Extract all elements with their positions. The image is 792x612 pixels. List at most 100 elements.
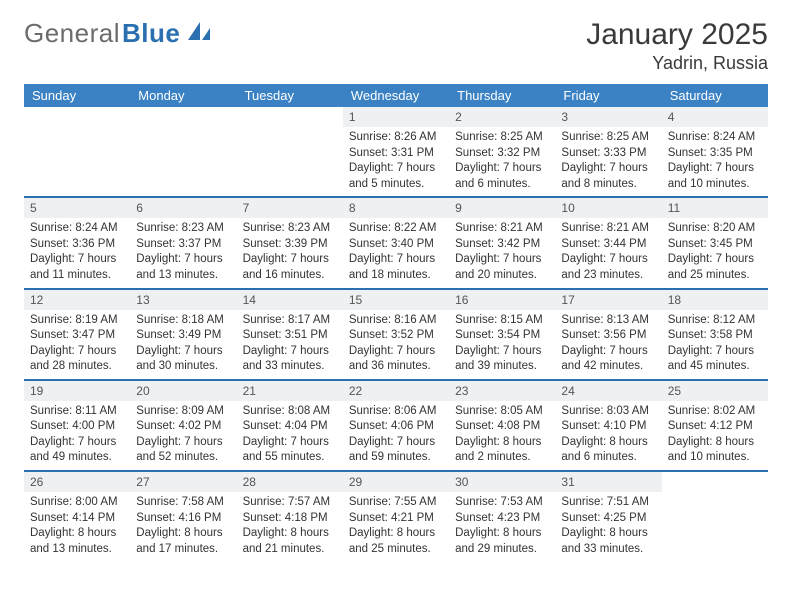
sunrise-line: Sunrise: 8:24 AM xyxy=(668,130,762,146)
daylight-line: Daylight: 7 hours and 25 minutes. xyxy=(668,252,762,283)
weekday-header: Sunday xyxy=(24,84,130,107)
day-number: 24 xyxy=(555,381,661,401)
day-body: Sunrise: 8:08 AMSunset: 4:04 PMDaylight:… xyxy=(243,404,337,466)
day-number: 8 xyxy=(343,198,449,218)
calendar-day-cell: 25 Sunrise: 8:02 AMSunset: 4:12 PMDayligh… xyxy=(662,380,768,471)
sunset-line: Sunset: 3:40 PM xyxy=(349,237,443,253)
calendar-day-cell: 29 Sunrise: 7:55 AMSunset: 4:21 PMDayligh… xyxy=(343,471,449,561)
day-number: 27 xyxy=(130,472,236,492)
day-number: 9 xyxy=(449,198,555,218)
daylight-line: Daylight: 7 hours and 30 minutes. xyxy=(136,344,230,375)
daylight-line: Daylight: 7 hours and 49 minutes. xyxy=(30,435,124,466)
brand-text-second: Blue xyxy=(122,18,180,49)
weekday-header: Wednesday xyxy=(343,84,449,107)
day-number: 26 xyxy=(24,472,130,492)
daylight-line: Daylight: 8 hours and 10 minutes. xyxy=(668,435,762,466)
day-body: Sunrise: 8:18 AMSunset: 3:49 PMDaylight:… xyxy=(136,313,230,375)
sunrise-line: Sunrise: 8:19 AM xyxy=(30,313,124,329)
day-body: Sunrise: 8:19 AMSunset: 3:47 PMDaylight:… xyxy=(30,313,124,375)
day-number: 11 xyxy=(662,198,768,218)
sunset-line: Sunset: 3:36 PM xyxy=(30,237,124,253)
sunset-line: Sunset: 3:49 PM xyxy=(136,328,230,344)
sunset-line: Sunset: 4:02 PM xyxy=(136,419,230,435)
day-body: Sunrise: 7:53 AMSunset: 4:23 PMDaylight:… xyxy=(455,495,549,557)
sunset-line: Sunset: 3:58 PM xyxy=(668,328,762,344)
sunrise-line: Sunrise: 8:20 AM xyxy=(668,221,762,237)
daylight-line: Daylight: 8 hours and 21 minutes. xyxy=(243,526,337,557)
calendar-day-cell xyxy=(130,107,236,197)
day-number: 4 xyxy=(662,107,768,127)
calendar-day-cell xyxy=(24,107,130,197)
calendar-week-row: 5Sunrise: 8:24 AMSunset: 3:36 PMDaylight… xyxy=(24,197,768,288)
calendar-page: General Blue January 2025 Yadrin, Russia… xyxy=(0,0,792,612)
sunrise-line: Sunrise: 8:21 AM xyxy=(561,221,655,237)
day-body: Sunrise: 8:24 AMSunset: 3:35 PMDaylight:… xyxy=(668,130,762,192)
calendar-week-row: 26 Sunrise: 8:00 AMSunset: 4:14 PMDayligh… xyxy=(24,471,768,561)
sunrise-line: Sunrise: 7:51 AM xyxy=(561,495,655,511)
calendar-day-cell: 28 Sunrise: 7:57 AMSunset: 4:18 PMDayligh… xyxy=(237,471,343,561)
day-number: 23 xyxy=(449,381,555,401)
daylight-line: Daylight: 7 hours and 13 minutes. xyxy=(136,252,230,283)
day-body: Sunrise: 8:20 AMSunset: 3:45 PMDaylight:… xyxy=(668,221,762,283)
day-number: 16 xyxy=(449,290,555,310)
calendar-day-cell: 7Sunrise: 8:23 AMSunset: 3:39 PMDaylight… xyxy=(237,197,343,288)
calendar-day-cell: 17Sunrise: 8:13 AMSunset: 3:56 PMDayligh… xyxy=(555,289,661,380)
sunset-line: Sunset: 3:39 PM xyxy=(243,237,337,253)
sunrise-line: Sunrise: 8:23 AM xyxy=(136,221,230,237)
sunrise-line: Sunrise: 8:06 AM xyxy=(349,404,443,420)
day-body: Sunrise: 8:02 AMSunset: 4:12 PMDaylight:… xyxy=(668,404,762,466)
calendar-day-cell: 6Sunrise: 8:23 AMSunset: 3:37 PMDaylight… xyxy=(130,197,236,288)
sunrise-line: Sunrise: 8:09 AM xyxy=(136,404,230,420)
day-number: 30 xyxy=(449,472,555,492)
day-body: Sunrise: 8:21 AMSunset: 3:42 PMDaylight:… xyxy=(455,221,549,283)
sunset-line: Sunset: 4:18 PM xyxy=(243,511,337,527)
daylight-line: Daylight: 7 hours and 20 minutes. xyxy=(455,252,549,283)
sunset-line: Sunset: 3:42 PM xyxy=(455,237,549,253)
calendar-day-cell: 20 Sunrise: 8:09 AMSunset: 4:02 PMDayligh… xyxy=(130,380,236,471)
calendar-day-cell: 9 Sunrise: 8:21 AMSunset: 3:42 PMDaylight… xyxy=(449,197,555,288)
daylight-line: Daylight: 7 hours and 28 minutes. xyxy=(30,344,124,375)
calendar-day-cell: 4 Sunrise: 8:24 AMSunset: 3:35 PMDaylight… xyxy=(662,107,768,197)
calendar-day-cell: 5Sunrise: 8:24 AMSunset: 3:36 PMDaylight… xyxy=(24,197,130,288)
daylight-line: Daylight: 7 hours and 39 minutes. xyxy=(455,344,549,375)
day-number: 18 xyxy=(662,290,768,310)
day-body: Sunrise: 8:00 AMSunset: 4:14 PMDaylight:… xyxy=(30,495,124,557)
sunset-line: Sunset: 4:08 PM xyxy=(455,419,549,435)
daylight-line: Daylight: 8 hours and 25 minutes. xyxy=(349,526,443,557)
calendar-day-cell: 24Sunrise: 8:03 AMSunset: 4:10 PMDayligh… xyxy=(555,380,661,471)
calendar-day-cell: 26 Sunrise: 8:00 AMSunset: 4:14 PMDayligh… xyxy=(24,471,130,561)
day-number: 28 xyxy=(237,472,343,492)
day-number: 22 xyxy=(343,381,449,401)
sunrise-line: Sunrise: 7:55 AM xyxy=(349,495,443,511)
sunrise-line: Sunrise: 7:58 AM xyxy=(136,495,230,511)
sunrise-line: Sunrise: 8:26 AM xyxy=(349,130,443,146)
calendar-day-cell: 27Sunrise: 7:58 AMSunset: 4:16 PMDayligh… xyxy=(130,471,236,561)
sunrise-line: Sunrise: 8:17 AM xyxy=(243,313,337,329)
sunset-line: Sunset: 3:33 PM xyxy=(561,146,655,162)
day-body: Sunrise: 8:11 AMSunset: 4:00 PMDaylight:… xyxy=(30,404,124,466)
daylight-line: Daylight: 7 hours and 8 minutes. xyxy=(561,161,655,192)
sunrise-line: Sunrise: 8:22 AM xyxy=(349,221,443,237)
day-body: Sunrise: 8:16 AMSunset: 3:52 PMDaylight:… xyxy=(349,313,443,375)
sunrise-line: Sunrise: 8:08 AM xyxy=(243,404,337,420)
sunset-line: Sunset: 3:35 PM xyxy=(668,146,762,162)
brand-sail-icon xyxy=(182,18,212,49)
day-body: Sunrise: 8:25 AMSunset: 3:33 PMDaylight:… xyxy=(561,130,655,192)
weekday-header: Friday xyxy=(555,84,661,107)
sunrise-line: Sunrise: 8:02 AM xyxy=(668,404,762,420)
day-body: Sunrise: 7:55 AMSunset: 4:21 PMDaylight:… xyxy=(349,495,443,557)
sunset-line: Sunset: 4:04 PM xyxy=(243,419,337,435)
day-body: Sunrise: 7:57 AMSunset: 4:18 PMDaylight:… xyxy=(243,495,337,557)
day-body: Sunrise: 8:13 AMSunset: 3:56 PMDaylight:… xyxy=(561,313,655,375)
day-body: Sunrise: 8:25 AMSunset: 3:32 PMDaylight:… xyxy=(455,130,549,192)
day-number: 25 xyxy=(662,381,768,401)
sunset-line: Sunset: 3:44 PM xyxy=(561,237,655,253)
day-number: 14 xyxy=(237,290,343,310)
day-body: Sunrise: 8:09 AMSunset: 4:02 PMDaylight:… xyxy=(136,404,230,466)
day-number: 29 xyxy=(343,472,449,492)
sunset-line: Sunset: 4:21 PM xyxy=(349,511,443,527)
sunset-line: Sunset: 3:31 PM xyxy=(349,146,443,162)
sunrise-line: Sunrise: 8:05 AM xyxy=(455,404,549,420)
sunrise-line: Sunrise: 8:13 AM xyxy=(561,313,655,329)
day-number: 20 xyxy=(130,381,236,401)
